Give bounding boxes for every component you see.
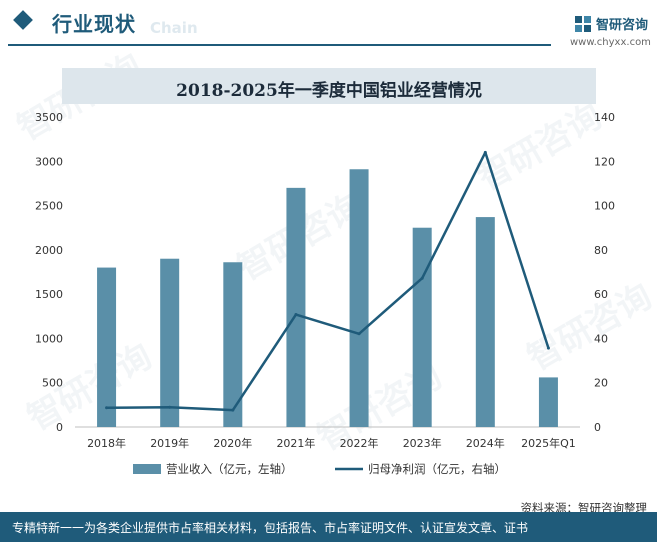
x-tick-label: 2020年: [213, 436, 252, 450]
footer-text: 专精特新一一为各类企业提供市占率相关材料，包括报告、市占率证明文件、认证宣发文章…: [12, 521, 529, 535]
section-title: 行业现状: [52, 12, 136, 36]
revenue-bar: [349, 169, 369, 427]
legend-label-revenue: 营业收入（亿元，左轴）: [166, 462, 293, 476]
net-profit-line: [106, 151, 550, 412]
x-tick-label: 2019年: [150, 436, 189, 450]
net-profit-point: [483, 150, 487, 154]
section-ghost-text: Chain: [150, 19, 198, 37]
legend-swatch-revenue: [133, 464, 161, 474]
revenue-bar: [286, 187, 306, 427]
y-left-tick-label: 2500: [35, 200, 63, 213]
y-left-tick-label: 3000: [35, 155, 63, 168]
x-tick-label: 2022年: [340, 436, 379, 450]
net-profit-point: [168, 405, 172, 409]
revenue-bar: [412, 227, 432, 427]
brand-url: www.chyxx.com: [570, 37, 651, 48]
source-note: 资料来源：智研咨询整理: [520, 501, 648, 515]
y-left-tick-label: 1000: [35, 332, 63, 345]
y-right-tick-label: 80: [594, 244, 608, 257]
y-left-tick-label: 2000: [35, 244, 63, 257]
net-profit-point: [231, 408, 235, 412]
y-left-tick-label: 0: [56, 421, 63, 434]
brand-name: 智研咨询: [596, 18, 649, 33]
y-right-tick-label: 0: [594, 421, 601, 434]
y-right-tick-label: 20: [594, 377, 608, 390]
header-rule: [8, 44, 551, 46]
revenue-bar: [223, 262, 243, 427]
net-profit-point: [105, 406, 109, 410]
revenue-bar: [475, 217, 495, 427]
net-profit-point: [546, 346, 550, 350]
y-right-tick-label: 60: [594, 288, 608, 301]
chart-title: 2018-2025年一季度中国铝业经营情况: [176, 81, 482, 101]
section-header: 行业现状 Chain: [0, 0, 657, 46]
x-tick-label: 2024年: [466, 436, 505, 450]
net-profit-point: [420, 276, 424, 280]
revenue-bar: [97, 267, 117, 427]
y-right-tick-label: 120: [594, 155, 615, 168]
x-tick-label: 2018年: [87, 436, 126, 450]
y-right-tick-label: 40: [594, 332, 608, 345]
y-right-tick-label: 100: [594, 200, 615, 213]
brand-logo-icon: [575, 16, 591, 32]
footer-banner: 专精特新一一为各类企业提供市占率相关材料，包括报告、市占率证明文件、认证宣发文章…: [0, 512, 657, 542]
x-tick-label: 2023年: [403, 436, 442, 450]
chart-title-band: [62, 68, 596, 104]
net-profit-point: [357, 332, 361, 336]
y-right-tick-label: 140: [594, 111, 615, 124]
y-left-tick-label: 1500: [35, 288, 63, 301]
net-profit-point: [294, 313, 298, 317]
x-tick-label: 2025年Q1: [521, 436, 576, 450]
legend-label-net-profit: 归母净利润（亿元，右轴）: [368, 462, 506, 476]
x-tick-label: 2021年: [276, 436, 315, 450]
revenue-bar: [538, 377, 558, 427]
y-left-tick-label: 3500: [35, 111, 63, 124]
revenue-bar: [160, 258, 180, 427]
y-left-tick-label: 500: [42, 377, 63, 390]
